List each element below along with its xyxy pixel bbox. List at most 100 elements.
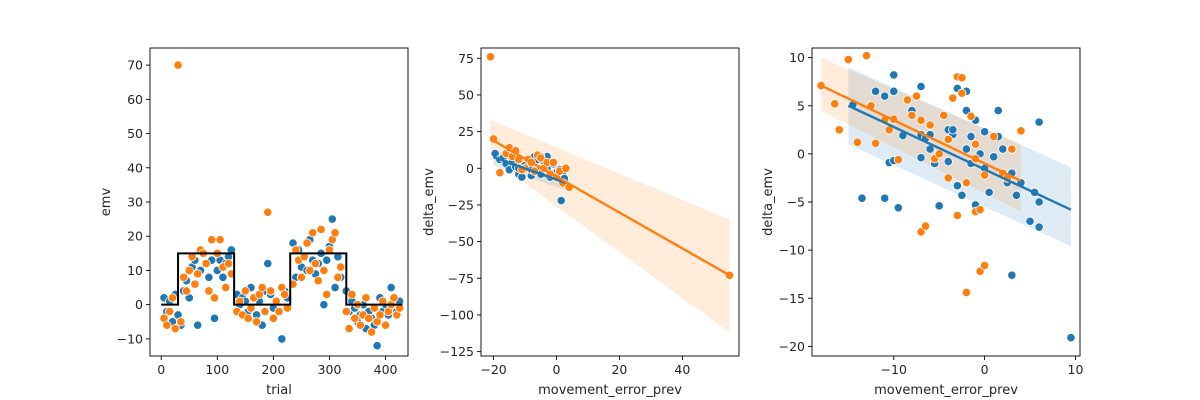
y-tick-label: −10 xyxy=(117,331,143,346)
data-point xyxy=(893,155,903,165)
data-point xyxy=(308,228,318,238)
x-tick-label: 20 xyxy=(611,362,627,377)
data-point xyxy=(347,289,357,299)
data-point xyxy=(916,81,926,92)
data-point xyxy=(943,156,953,167)
data-point xyxy=(265,286,276,296)
data-point xyxy=(495,168,505,178)
subplot-1: 0 100 200 300 400 −10 0 10 20 30 40 50 60 70 trial emv xyxy=(99,47,409,398)
x-axis-label: movement_error_prev xyxy=(538,383,682,398)
x-tick-label: 300 xyxy=(318,362,342,377)
data-point xyxy=(948,125,958,135)
x-tick-label: 0 xyxy=(981,362,989,377)
data-point xyxy=(361,293,371,303)
data-point xyxy=(176,317,186,327)
data-point xyxy=(322,255,332,265)
y-tick-label: 25 xyxy=(458,124,474,139)
y-axis-label: delta_emv xyxy=(761,168,776,236)
data-point xyxy=(364,313,374,323)
y-tick-label: −5 xyxy=(787,195,805,210)
data-point xyxy=(889,86,899,96)
data-point xyxy=(268,313,278,323)
data-point xyxy=(902,95,912,105)
x-axis-label: movement_error_prev xyxy=(874,383,1018,398)
data-point xyxy=(939,110,949,120)
data-point xyxy=(375,310,385,320)
data-point xyxy=(330,282,340,293)
x-tick-label: −20 xyxy=(480,362,506,377)
y-tick-label: 10 xyxy=(789,50,805,65)
data-point xyxy=(984,187,994,197)
data-point xyxy=(316,224,326,234)
data-point xyxy=(218,272,228,282)
data-point xyxy=(911,91,922,101)
plot-area xyxy=(816,51,1076,343)
y-tick-label: 40 xyxy=(127,160,143,175)
data-point xyxy=(204,286,214,296)
data-point xyxy=(966,131,976,142)
y-tick-label: 75 xyxy=(458,51,474,66)
y-tick-label: 5 xyxy=(797,98,805,113)
data-point xyxy=(277,334,287,344)
data-point xyxy=(1034,197,1044,207)
data-point xyxy=(179,272,189,282)
data-point xyxy=(201,258,211,269)
data-point xyxy=(341,306,351,317)
subplot-2: −20 0 20 40 −125 −100 −75 −50 −25 0 25 50 75 movement… xyxy=(422,47,740,398)
data-point xyxy=(296,272,307,282)
data-point xyxy=(961,144,972,154)
data-point xyxy=(274,306,284,317)
data-point xyxy=(970,139,981,149)
data-point xyxy=(263,258,273,269)
y-tick-label: 70 xyxy=(127,58,143,73)
data-point xyxy=(207,235,217,245)
data-point xyxy=(302,238,312,248)
data-point xyxy=(344,324,354,334)
data-point xyxy=(536,153,546,163)
data-point xyxy=(221,282,231,293)
data-point xyxy=(322,289,332,299)
y-tick-label: −125 xyxy=(440,344,474,359)
data-point xyxy=(980,127,990,137)
data-point xyxy=(957,190,967,200)
data-point xyxy=(310,258,321,269)
ci-band-orange xyxy=(490,119,730,333)
data-point xyxy=(870,86,881,96)
y-tick-label: 0 xyxy=(466,161,474,176)
data-point xyxy=(980,260,990,271)
data-point xyxy=(834,125,844,135)
data-point xyxy=(857,193,867,203)
data-point xyxy=(907,110,917,120)
x-tick-label: 200 xyxy=(261,362,285,377)
data-point xyxy=(1007,144,1017,154)
data-point xyxy=(830,99,840,109)
data-point xyxy=(319,265,329,276)
x-tick-label: 40 xyxy=(674,362,690,377)
y-tick-label: 10 xyxy=(127,263,143,278)
data-point xyxy=(333,272,343,282)
data-point xyxy=(948,93,958,103)
data-point xyxy=(263,207,273,217)
x-tick-label: −10 xyxy=(881,362,907,377)
data-point xyxy=(1016,126,1026,136)
y-tick-label: −100 xyxy=(440,307,474,322)
data-point xyxy=(366,327,377,337)
data-point xyxy=(1034,222,1044,232)
data-point xyxy=(165,306,175,317)
data-point xyxy=(305,265,315,276)
data-point xyxy=(1066,333,1076,343)
data-point xyxy=(880,91,890,101)
data-point xyxy=(989,131,999,142)
data-point xyxy=(843,54,853,65)
data-point xyxy=(870,138,881,148)
data-point xyxy=(1007,270,1017,280)
data-point xyxy=(380,320,391,330)
y-tick-label: 0 xyxy=(135,297,143,312)
data-point xyxy=(889,70,899,80)
subplot-3: −10 0 10 −20 −15 −10 −5 0 5 10 movement_error_prev… xyxy=(761,47,1083,398)
data-point xyxy=(223,258,234,269)
data-point xyxy=(173,60,183,70)
data-point xyxy=(209,313,220,323)
data-point xyxy=(961,178,972,188)
